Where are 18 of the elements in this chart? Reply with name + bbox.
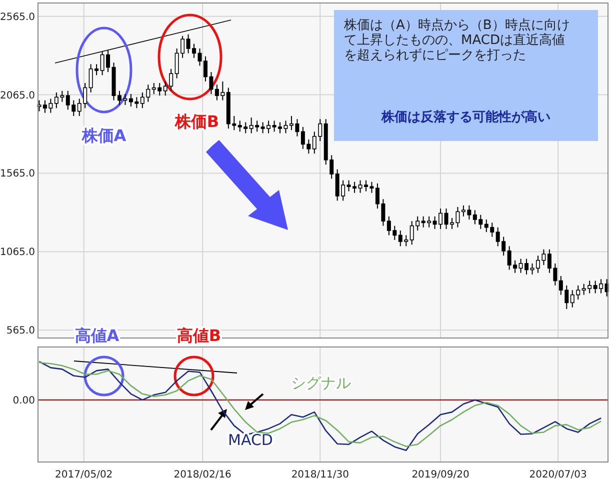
annotation: 株価B: [174, 112, 220, 131]
x-tick-label: 2018/02/16: [174, 470, 232, 479]
series-label: MACD: [228, 431, 273, 449]
y-tick-label: 1565.0: [0, 168, 35, 180]
ref-line-label: 0.00: [12, 395, 35, 406]
annotation: 株価は（A）時点から（B）時点に向けて上昇したものの、MACDは直近高値を超えられずにピークを打った: [344, 18, 571, 63]
annotation: 株価A: [80, 126, 127, 145]
x-tick-label: 2020/07/03: [529, 470, 587, 479]
annotation: 高値B: [176, 326, 222, 345]
x-tick-label: 2017/05/02: [55, 470, 113, 479]
annotation: 株価は反落する可能性が高い: [380, 109, 550, 125]
x-tick-label: 2019/09/20: [412, 470, 470, 479]
y-tick-label: 565.0: [6, 326, 35, 337]
series-label: シグナル: [291, 374, 351, 392]
x-tick-label: 2018/11/30: [291, 470, 349, 479]
y-tick-label: 1065.0: [0, 247, 35, 258]
y-tick-label: 2565.0: [0, 12, 35, 23]
y-tick-label: 2065.0: [0, 90, 35, 102]
